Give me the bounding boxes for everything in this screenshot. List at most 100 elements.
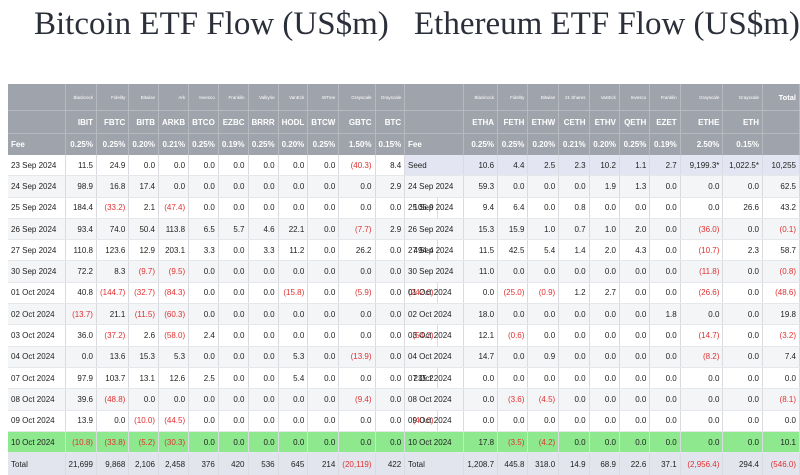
flow-value: (5.2)	[128, 431, 160, 454]
flow-value: 26.6	[722, 197, 763, 219]
flow-value: 0.0	[589, 197, 620, 219]
btc-tickers-cell: BTCO	[188, 110, 219, 134]
flow-value: 0.0	[680, 303, 724, 326]
flow-value: 0.0	[338, 324, 376, 347]
flow-value: 1.3	[619, 175, 651, 198]
row-date: 03 Oct 2024	[405, 324, 465, 347]
flow-value: 0.0	[619, 367, 651, 390]
flow-value: 0.0	[649, 218, 681, 241]
flow-value: 5.4	[527, 239, 560, 262]
flow-value: 13.9	[65, 410, 97, 432]
flow-value: 0.0	[188, 282, 219, 305]
flow-value: (9.4)	[338, 388, 376, 411]
eth-fee-cell: 0.25%	[619, 133, 651, 155]
flow-value: 0.0	[497, 175, 529, 198]
flow-value: 2.9	[375, 218, 406, 241]
flow-value: 0.0	[307, 324, 340, 347]
flow-value: 4.4	[497, 155, 529, 177]
flow-value: 0.0	[375, 410, 406, 432]
eth-fee-cell: 0.25%	[463, 133, 499, 155]
flow-value: 0.0	[463, 367, 499, 390]
flow-value: 0.0	[188, 155, 219, 177]
flow-value: 2.3	[722, 239, 763, 262]
flow-value: 0.0	[307, 367, 340, 390]
flow-value: 0.0	[65, 346, 97, 368]
flow-value: 0.0	[248, 197, 279, 219]
flow-value: 0.0	[158, 155, 190, 177]
flow-value: 0.0	[589, 324, 620, 347]
btc-fee-cell: 0.15%	[375, 133, 406, 155]
flow-value: 0.0	[649, 260, 681, 283]
flow-value: 0.0	[248, 346, 279, 368]
total-label: Total	[8, 452, 66, 475]
flow-value: 103.7	[96, 367, 130, 390]
flow-value: 0.0	[589, 431, 620, 454]
flow-value: 0.0	[497, 303, 529, 326]
flow-value: 0.0	[527, 324, 560, 347]
flow-value: (60.3)	[158, 303, 190, 326]
eth-tickers-cell: QETH	[619, 110, 651, 134]
flow-value: 0.0	[248, 282, 279, 305]
flow-value: 11.5	[65, 155, 97, 177]
flow-value: 42.5	[497, 239, 529, 262]
row-date: 26 Sep 2024	[405, 218, 465, 241]
flow-value: 0.0	[248, 175, 279, 198]
btc-tickers-cell: BRRR	[248, 110, 279, 134]
eth-total-row: Total 1,208.7 445.8 318.0 14.9 68.9 22.6 37.1 (2…	[405, 452, 800, 475]
flow-value: 0.0	[307, 410, 340, 432]
btc-issuers-cell: Invesco	[188, 84, 219, 111]
table-row: 27 Sep 2024 11.5 42.5 5.4 1.4 2.0 4.3 0.0 (10.7)…	[405, 239, 800, 262]
flow-value: 93.4	[65, 218, 97, 241]
flow-value: 0.0	[619, 324, 651, 347]
flow-value: 0.0	[307, 303, 340, 326]
flow-value: 0.0	[589, 346, 620, 368]
table-row: 08 Oct 2024 39.6 (48.8) 0.0 0.0 0.0 0.0 0.0 0.0 0…	[8, 388, 438, 411]
table-row: 25 Sep 2024 184.4 (33.2) 2.1 (47.4) 0.0 0.0 0.0…	[8, 197, 438, 219]
flow-value: 0.0	[527, 197, 560, 219]
flow-value: 0.0	[375, 346, 406, 368]
flow-value: 0.0	[619, 410, 651, 432]
table-row: 04 Oct 2024 14.7 0.0 0.9 0.0 0.0 0.0 0.0 (8.2) 0.…	[405, 346, 800, 368]
total-value: 9,868	[96, 452, 130, 475]
flow-value: 22.1	[278, 218, 309, 241]
flow-value: 0.0	[307, 218, 340, 241]
flow-value: 2.4	[188, 324, 219, 347]
btc-issuers-cell: Valkyrie	[248, 84, 279, 111]
row-date: 07 Oct 2024	[8, 367, 66, 390]
eth-fee-cell: Fee	[405, 133, 465, 155]
flow-value: 39.6	[65, 388, 97, 411]
flow-value: 0.0	[527, 410, 560, 432]
flow-value: 0.0	[218, 431, 249, 454]
flow-value: 0.0	[558, 346, 590, 368]
flow-value: 0.0	[619, 388, 651, 411]
total-value: (20,119)	[338, 452, 376, 475]
flow-value: 0.0	[128, 155, 160, 177]
table-row: 08 Oct 2024 0.0 (3.6) (4.5) 0.0 0.0 0.0 0.0 0.0 0…	[405, 388, 800, 411]
btc-fee-cell: 0.25%	[65, 133, 97, 155]
flow-value: 0.0	[218, 367, 249, 390]
flow-value: 0.0	[375, 239, 406, 262]
total-value: 294.4	[722, 452, 763, 475]
total-value: 214	[307, 452, 340, 475]
btc-tickers-cell: BTCW	[307, 110, 340, 134]
flow-value: 0.0	[722, 175, 763, 198]
flow-value: 0.0	[338, 410, 376, 432]
flow-value: 0.0	[649, 346, 681, 368]
row-date: 27 Sep 2024	[8, 239, 66, 262]
total-value: 1,208.7	[463, 452, 499, 475]
eth-issuers-cell: Total	[762, 84, 800, 111]
flow-value: (32.7)	[128, 282, 160, 305]
flow-value: 62.5	[762, 175, 800, 198]
flow-value: 15.3	[128, 346, 160, 368]
total-value: 376	[188, 452, 219, 475]
eth-issuers-cell: Fidelity	[497, 84, 529, 111]
flow-value: 9,199.3*	[680, 155, 724, 177]
eth-tickers-cell: CETH	[558, 110, 590, 134]
row-date: 23 Sep 2024	[8, 155, 66, 177]
flow-value: (11.8)	[680, 260, 724, 283]
flow-value: 0.0	[188, 303, 219, 326]
btc-fee-cell: 0.19%	[218, 133, 249, 155]
flow-value: 11.0	[463, 260, 499, 283]
flow-value: 0.0	[278, 155, 309, 177]
flow-value: (15.8)	[278, 282, 309, 305]
